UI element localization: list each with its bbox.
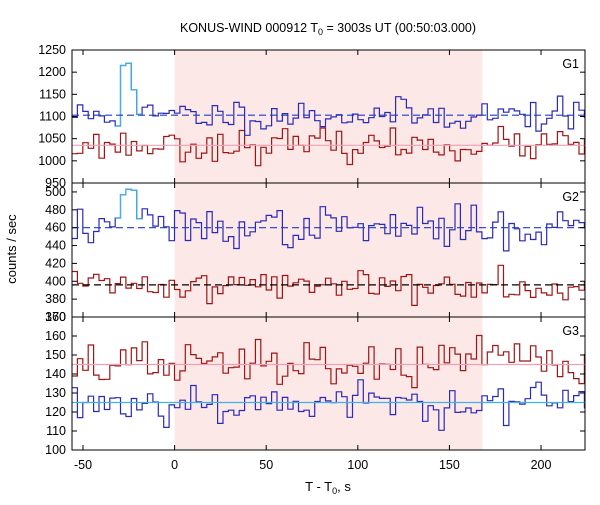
series-red-g2: [72, 264, 585, 306]
y-tick-label: 1150: [39, 87, 66, 101]
y-tick-label: 1000: [38, 154, 66, 168]
panel-frame-g3: [71, 316, 586, 451]
x-tick-label: 100: [347, 458, 368, 472]
y-tick-label: 420: [45, 256, 66, 270]
x-tick-label: 200: [531, 458, 552, 472]
panel-g2: 360 380 400 420 440 460 480 500 G2: [45, 182, 586, 324]
x-tick-label: 0: [171, 458, 178, 472]
y-tick-label: 1050: [38, 132, 66, 146]
y-tick-label: 400: [45, 274, 66, 288]
y-tick-label: 160: [45, 329, 66, 343]
y-tick-label: 110: [46, 424, 66, 438]
x-tick-label: -50: [74, 458, 92, 472]
burst-g2: [115, 188, 143, 220]
y-tick-label: 950: [45, 176, 66, 190]
chart-title: KONUS-WIND 000912 T0 = 3003s UT (00:50:0…: [180, 21, 476, 37]
panel-label: G3: [562, 324, 579, 338]
x-axis-label: T - T0, s: [305, 479, 351, 496]
y-tick-label: 120: [45, 405, 66, 419]
burst-g1: [115, 62, 143, 127]
panel-label: G1: [562, 57, 579, 71]
y-tick-label: 380: [45, 292, 66, 306]
y-tick-label: 480: [45, 203, 66, 217]
series-blue-g1: [72, 62, 585, 136]
y-tick-label: 1100: [39, 110, 66, 124]
y-tick-label: 140: [45, 367, 66, 381]
x-tick-label: 150: [439, 458, 460, 472]
y-tick-label: 1250: [38, 43, 66, 57]
series-blue-g3: [72, 379, 585, 431]
y-tick-label: 440: [45, 239, 66, 253]
y-tick-label: 150: [45, 348, 66, 362]
y-tick-label: 100: [45, 443, 66, 457]
y-axis-label: counts / sec: [4, 214, 19, 284]
panel-label: G2: [562, 190, 579, 204]
y-tick-label: 500: [45, 185, 66, 199]
y-tick-label: 360: [45, 310, 66, 324]
plot-area: 950100010501100115012001250G136038040042…: [38, 43, 586, 472]
y-tick-label: 460: [45, 221, 66, 235]
y-tick-label: 170: [45, 310, 66, 324]
series-blue-g2: [72, 188, 585, 252]
panel-g3: 100 110 120 130 140 150 160 170 G3: [45, 310, 586, 457]
x-tick-label: 50: [259, 458, 273, 472]
y-tick-label: 130: [45, 386, 66, 400]
highlight-interval: [174, 50, 483, 450]
y-tick-label: 1200: [38, 65, 66, 79]
